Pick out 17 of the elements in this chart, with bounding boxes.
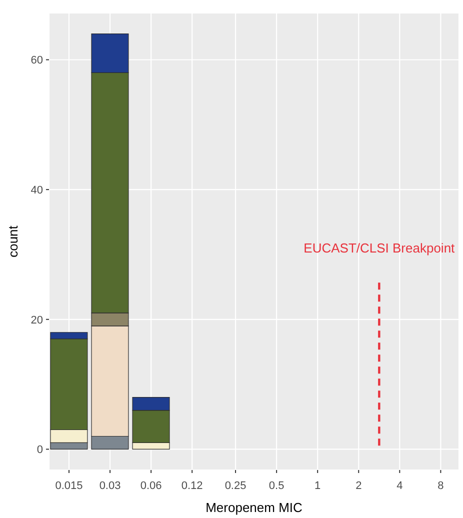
- x-tick-label: 0.03: [99, 480, 121, 492]
- x-tick-label: 0.25: [224, 480, 246, 492]
- x-tick-label: 0.06: [140, 480, 162, 492]
- x-tick-label: 0.12: [181, 480, 203, 492]
- ref-line-label: EUCAST/CLSI Breakpoint: [304, 240, 456, 256]
- x-tick-label: 0.015: [55, 480, 83, 492]
- y-tick-label: 60: [30, 54, 43, 67]
- y-tick-label: 20: [30, 314, 43, 326]
- x-tick-label: 4: [396, 480, 403, 492]
- x-axis-title: Meropenem MIC: [206, 500, 302, 515]
- x-tick-label: 0.5: [268, 480, 284, 492]
- y-tick-label: 0: [36, 444, 43, 456]
- y-tick-label: 40: [30, 184, 43, 196]
- x-tick-label: 1: [314, 480, 321, 492]
- x-tick-label: 8: [438, 480, 444, 492]
- y-axis-title: count: [6, 225, 20, 258]
- x-tick-label: 2: [356, 480, 362, 492]
